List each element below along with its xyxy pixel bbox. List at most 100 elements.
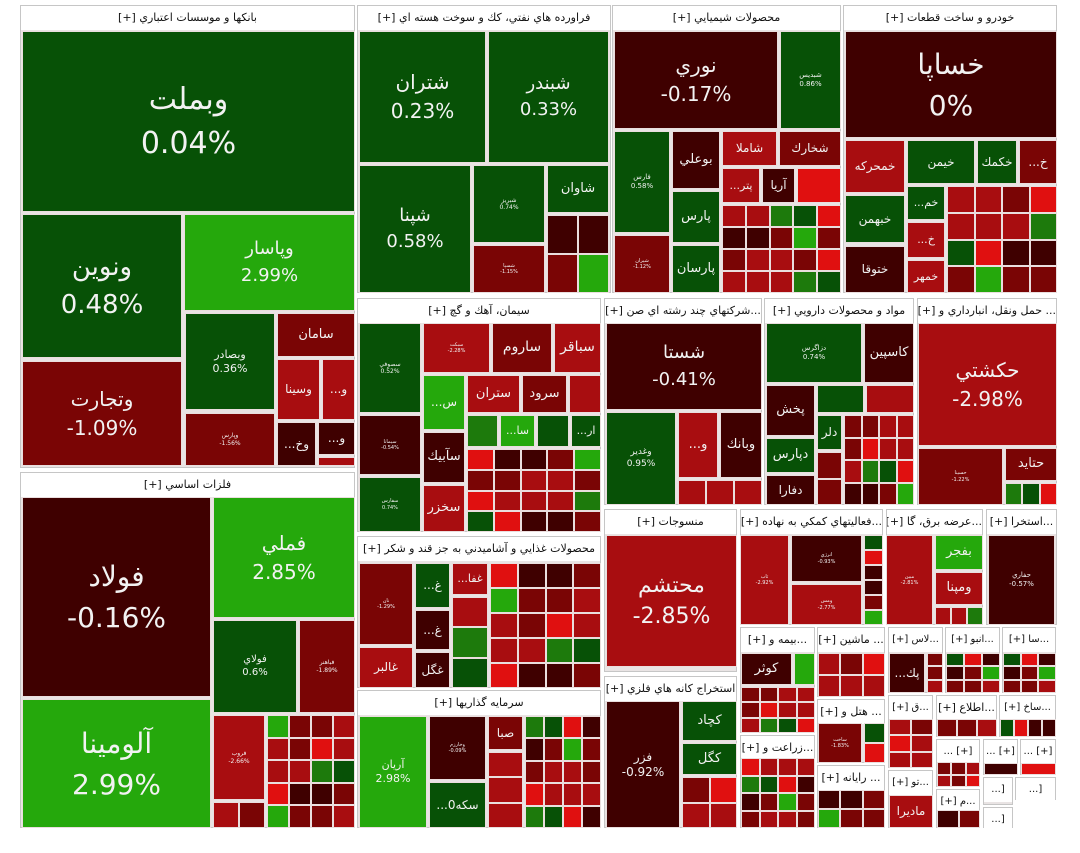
stock-tile[interactable] bbox=[984, 763, 1018, 775]
stock-tile[interactable] bbox=[545, 588, 574, 613]
stock-tile[interactable] bbox=[957, 719, 977, 737]
sector-header-expand[interactable]: بانكها و موسسات اعتباري [+] bbox=[21, 6, 354, 30]
stock-tile[interactable] bbox=[769, 249, 794, 271]
stock-tile[interactable]: خمحركه bbox=[845, 140, 905, 193]
stock-tile[interactable] bbox=[947, 186, 975, 213]
stock-tile[interactable] bbox=[974, 186, 1002, 213]
stock-tile[interactable] bbox=[862, 675, 885, 697]
stock-tile[interactable] bbox=[467, 415, 498, 447]
stock-tile[interactable] bbox=[879, 415, 897, 438]
stock-tile[interactable] bbox=[879, 437, 897, 460]
stock-tile[interactable] bbox=[1003, 666, 1021, 680]
stock-tile[interactable]: فروب -2.66% bbox=[213, 715, 265, 800]
stock-tile[interactable] bbox=[493, 490, 521, 512]
stock-tile[interactable] bbox=[769, 227, 794, 249]
stock-tile[interactable] bbox=[1038, 653, 1056, 667]
stock-tile[interactable] bbox=[267, 737, 289, 761]
sector-header-expand[interactable]: ...تو [+] bbox=[889, 771, 932, 795]
stock-tile[interactable] bbox=[896, 482, 914, 505]
stock-tile[interactable] bbox=[520, 449, 548, 470]
sector-header-expand[interactable]: استخراج كانه هاي فلزي [+] bbox=[605, 677, 736, 701]
stock-tile[interactable]: غگل bbox=[415, 652, 450, 688]
stock-tile[interactable] bbox=[563, 783, 582, 806]
stock-tile[interactable] bbox=[840, 675, 863, 697]
stock-tile[interactable]: ...خم bbox=[907, 186, 945, 220]
stock-tile[interactable] bbox=[517, 613, 546, 638]
stock-tile[interactable] bbox=[520, 511, 548, 532]
stock-tile[interactable] bbox=[333, 760, 355, 783]
sector-header-expand[interactable]: ... حمل ونقل، انبارداري و [+] bbox=[918, 299, 1056, 323]
stock-tile[interactable]: ساروم bbox=[492, 323, 552, 373]
stock-tile[interactable] bbox=[311, 782, 333, 806]
stock-tile[interactable]: سآبيك bbox=[423, 432, 465, 483]
stock-tile[interactable] bbox=[974, 266, 1002, 293]
stock-tile[interactable] bbox=[864, 610, 883, 625]
stock-tile[interactable] bbox=[864, 535, 883, 550]
stock-tile[interactable] bbox=[817, 249, 841, 271]
stock-tile[interactable] bbox=[517, 663, 546, 688]
sector-header-expand[interactable]: ... هتل و [+] bbox=[818, 700, 884, 724]
stock-tile[interactable] bbox=[778, 793, 797, 811]
stock-tile[interactable]: سامان bbox=[277, 313, 355, 357]
stock-tile[interactable]: سفارس 0.74% bbox=[359, 477, 421, 532]
stock-tile[interactable] bbox=[582, 716, 601, 739]
stock-tile[interactable] bbox=[545, 638, 574, 663]
stock-tile[interactable] bbox=[544, 738, 563, 761]
stock-tile[interactable]: ...غ bbox=[415, 610, 450, 650]
stock-tile[interactable] bbox=[982, 653, 1000, 667]
stock-tile[interactable] bbox=[1038, 666, 1056, 680]
stock-tile[interactable] bbox=[977, 719, 997, 737]
stock-tile[interactable] bbox=[573, 588, 601, 613]
stock-tile[interactable]: كگل bbox=[682, 743, 737, 775]
stock-tile[interactable] bbox=[490, 663, 518, 688]
stock-tile[interactable]: وغدير 0.95% bbox=[606, 412, 676, 505]
stock-tile[interactable] bbox=[759, 793, 778, 811]
stock-tile[interactable] bbox=[563, 716, 582, 739]
stock-tile[interactable]: نوري -0.17% bbox=[614, 31, 778, 129]
stock-tile[interactable] bbox=[958, 810, 980, 828]
stock-tile[interactable]: نان -1.29% bbox=[359, 563, 413, 645]
stock-tile[interactable] bbox=[818, 790, 841, 809]
stock-tile[interactable] bbox=[864, 565, 883, 580]
stock-tile[interactable] bbox=[525, 760, 544, 784]
stock-tile[interactable] bbox=[722, 205, 746, 227]
stock-tile[interactable] bbox=[947, 266, 975, 293]
stock-tile[interactable] bbox=[488, 752, 523, 778]
stock-tile[interactable] bbox=[951, 762, 966, 775]
stock-tile[interactable]: خساپا 0% bbox=[845, 31, 1057, 138]
stock-tile[interactable]: ...سكه0 bbox=[429, 782, 486, 828]
stock-tile[interactable] bbox=[818, 809, 841, 828]
stock-tile[interactable] bbox=[311, 737, 333, 761]
stock-tile[interactable] bbox=[709, 802, 737, 828]
stock-tile[interactable] bbox=[927, 666, 943, 680]
stock-tile[interactable] bbox=[1014, 719, 1028, 737]
stock-tile[interactable] bbox=[267, 715, 289, 738]
stock-tile[interactable] bbox=[927, 653, 943, 667]
stock-tile[interactable] bbox=[778, 687, 797, 703]
stock-tile[interactable] bbox=[844, 415, 862, 438]
stock-tile[interactable] bbox=[706, 480, 734, 505]
stock-tile[interactable] bbox=[490, 563, 518, 588]
stock-tile[interactable] bbox=[573, 663, 601, 688]
stock-tile[interactable] bbox=[1020, 679, 1039, 693]
stock-tile[interactable] bbox=[722, 227, 746, 249]
stock-tile[interactable] bbox=[582, 805, 601, 828]
stock-tile[interactable] bbox=[709, 777, 737, 803]
stock-tile[interactable]: ...خ bbox=[1019, 140, 1057, 184]
stock-tile[interactable] bbox=[333, 715, 355, 738]
stock-tile[interactable] bbox=[1002, 212, 1030, 240]
stock-tile[interactable] bbox=[759, 702, 778, 718]
stock-tile[interactable] bbox=[911, 735, 933, 752]
stock-tile[interactable] bbox=[544, 805, 563, 828]
stock-tile[interactable] bbox=[525, 805, 544, 828]
stock-tile[interactable] bbox=[745, 227, 770, 249]
stock-tile[interactable] bbox=[864, 723, 885, 743]
stock-tile[interactable] bbox=[759, 687, 778, 703]
stock-tile[interactable]: ومپنا bbox=[935, 572, 983, 605]
stock-tile[interactable] bbox=[537, 415, 569, 447]
stock-tile[interactable]: حتايد bbox=[1005, 448, 1057, 481]
stock-tile[interactable] bbox=[778, 775, 797, 793]
stock-tile[interactable] bbox=[982, 666, 1000, 680]
stock-tile[interactable] bbox=[793, 227, 818, 249]
stock-tile[interactable]: فارس 0.58% bbox=[614, 131, 670, 233]
